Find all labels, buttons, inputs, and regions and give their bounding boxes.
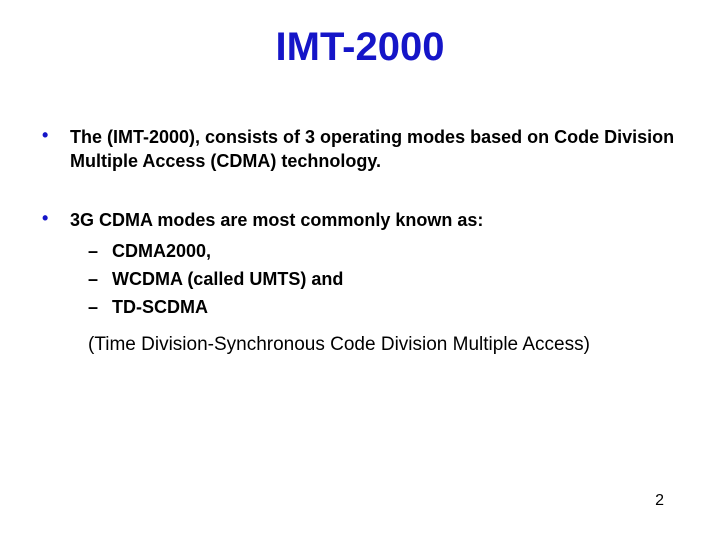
bullet-level2: – WCDMA (called UMTS) and xyxy=(40,266,680,292)
bullet-marker: • xyxy=(40,125,70,146)
bullet-text: 3G CDMA modes are most commonly known as… xyxy=(70,208,680,232)
bullet-text: CDMA2000, xyxy=(112,238,680,264)
bullet-marker: – xyxy=(88,266,112,292)
bullet-marker: – xyxy=(88,238,112,264)
page-number: 2 xyxy=(655,492,664,510)
note-text: (Time Division-Synchronous Code Division… xyxy=(40,334,680,356)
bullet-level2: – CDMA2000, xyxy=(40,238,680,264)
slide-title: IMT-2000 xyxy=(40,25,680,70)
bullet-text: WCDMA (called UMTS) and xyxy=(112,266,680,292)
bullet-level1: • The (IMT-2000), consists of 3 operatin… xyxy=(40,125,680,174)
bullet-marker: – xyxy=(88,294,112,320)
bullet-text: The (IMT-2000), consists of 3 operating … xyxy=(70,125,680,174)
bullet-level1: • 3G CDMA modes are most commonly known … xyxy=(40,208,680,232)
bullet-marker: • xyxy=(40,208,70,229)
bullet-text: TD-SCDMA xyxy=(112,294,680,320)
spacer xyxy=(40,180,680,208)
bullet-level2: – TD-SCDMA xyxy=(40,294,680,320)
slide: IMT-2000 • The (IMT-2000), consists of 3… xyxy=(0,0,720,540)
